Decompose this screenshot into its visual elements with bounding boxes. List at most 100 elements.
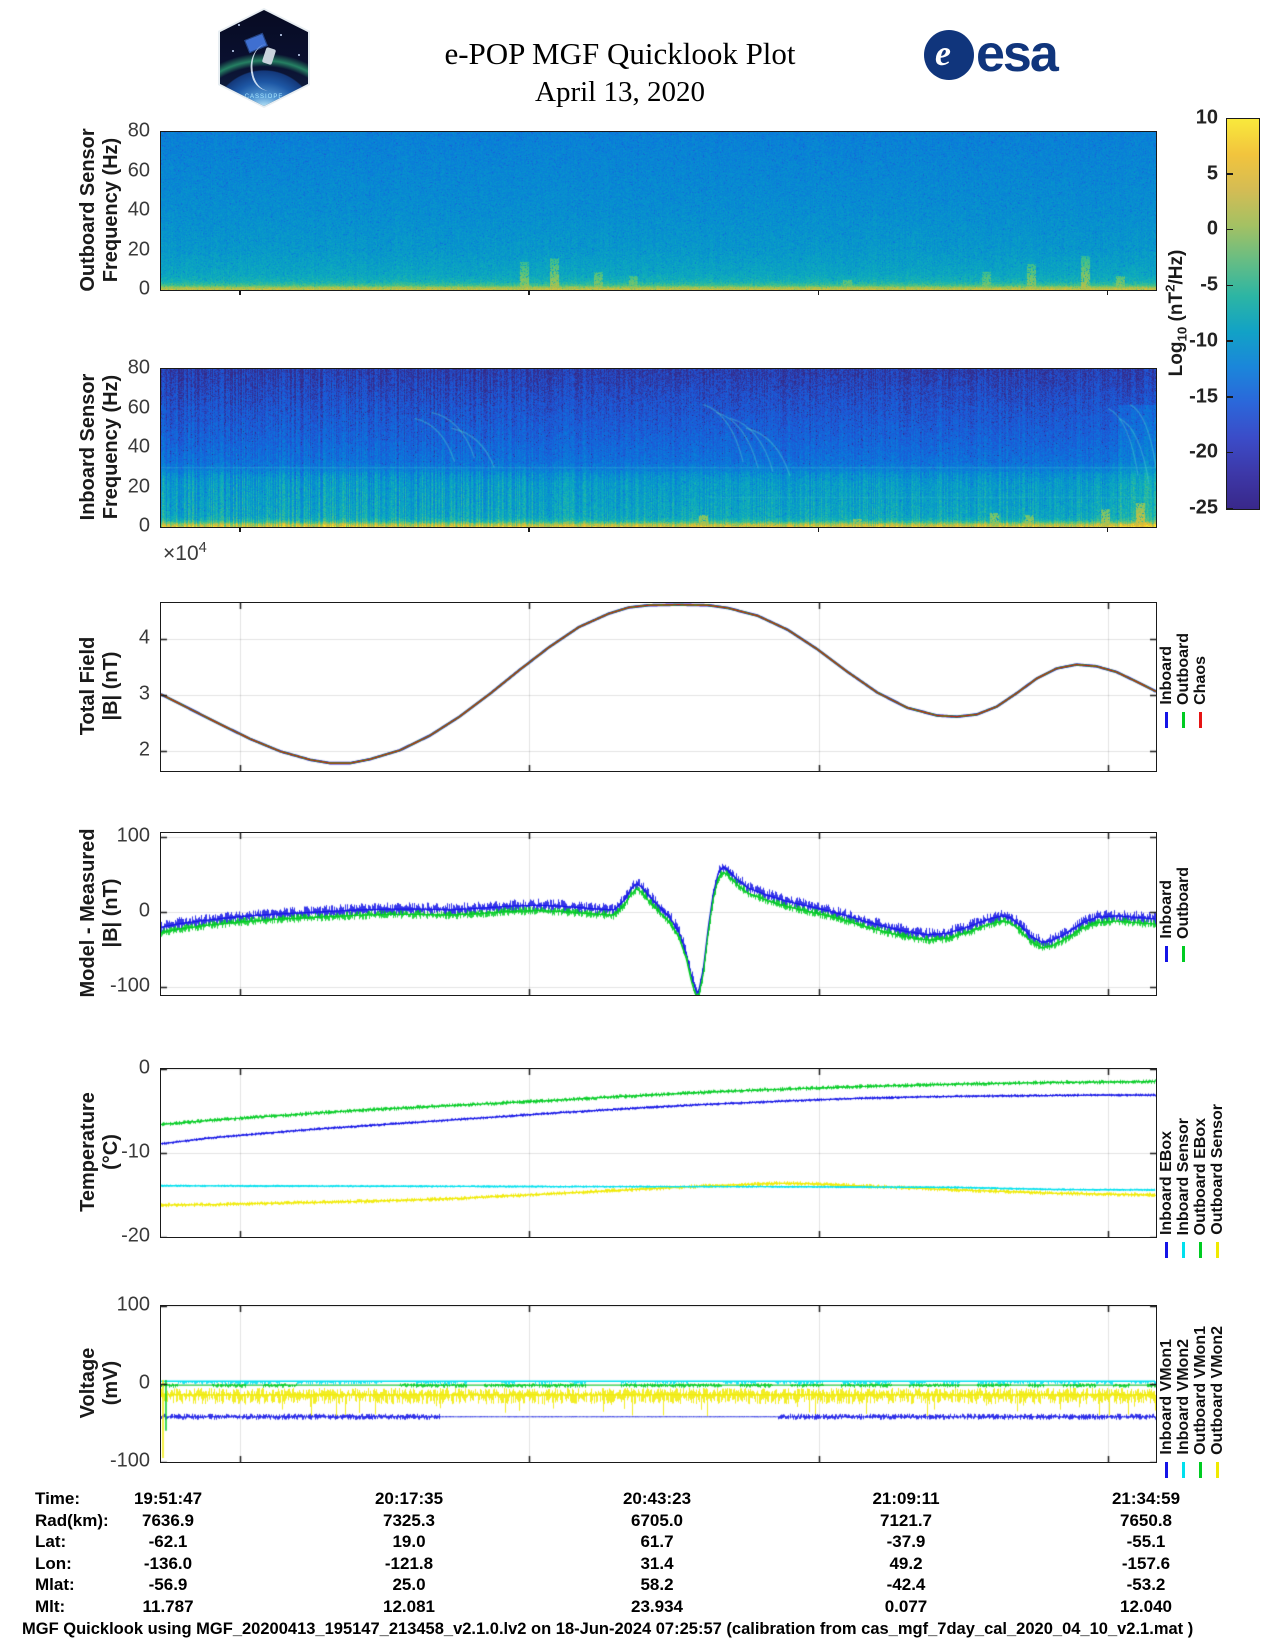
total-field-ytick: 4 xyxy=(138,626,150,649)
voltage-ytick: 0 xyxy=(138,1371,150,1394)
legend-label: Inboard Sensor xyxy=(1175,1117,1192,1235)
inboard-spectrogram-axis-label: Inboard Sensor Frequency (Hz) xyxy=(77,373,122,521)
legend-marker xyxy=(1199,712,1202,728)
colorbar-tick: -5 xyxy=(1200,273,1218,296)
voltage-ytick: 100 xyxy=(116,1293,150,1316)
model-minus-measured-ytick: 0 xyxy=(138,899,150,922)
x-tick-mark xyxy=(817,527,820,532)
x-tick-mark xyxy=(1106,527,1109,532)
table-cell: 19:51:47 xyxy=(133,1489,203,1508)
legend-marker xyxy=(1165,946,1168,962)
inboard-spectrogram-canvas xyxy=(161,369,1156,527)
voltage-ytick: -100 xyxy=(109,1449,150,1472)
colorbar-tick-mark xyxy=(1227,396,1233,398)
table-cell: 7650.8 xyxy=(1120,1510,1172,1530)
model-minus-measured-ytick: 100 xyxy=(116,824,150,847)
voltage-axis-label: Voltage (mV) xyxy=(77,1347,122,1419)
legend-marker xyxy=(1199,1462,1202,1478)
colorbar-tick-mark xyxy=(1227,451,1233,454)
legend-label: Outboard VMon2 xyxy=(1209,1326,1226,1455)
legend-marker xyxy=(1182,1242,1185,1258)
colorbar-tick-mark xyxy=(1227,340,1233,342)
outboard-spectrogram-ytick: 40 xyxy=(127,198,150,221)
inboard-spectrogram-ytick: 0 xyxy=(138,514,150,537)
table-cell: 25.0 xyxy=(392,1575,426,1595)
legend-label: Outboard Sensor xyxy=(1209,1104,1226,1235)
legend-label: Outboard xyxy=(1175,633,1192,705)
table-cell: 6705.0 xyxy=(631,1510,683,1530)
footer-note: MGF Quicklook using MGF_20200413_195147_… xyxy=(22,1620,1194,1638)
outboard-spectrogram-ytick: 0 xyxy=(138,277,150,300)
legend-label: Chaos xyxy=(1192,656,1209,705)
table-cell: 20:17:35 xyxy=(374,1489,444,1508)
table-cell: 23.934 xyxy=(631,1597,683,1616)
patch-art: CASSIOPE xyxy=(220,10,308,106)
table-row-label: Time: xyxy=(35,1489,81,1508)
esa-logo: e esa xyxy=(924,25,1084,84)
colorbar xyxy=(1226,118,1260,510)
table-cell: 20:43:23 xyxy=(622,1489,692,1508)
table-cell: 12.081 xyxy=(383,1597,435,1616)
temperature-legend: Inboard EBox Inboard Sensor Outboard EBox O… xyxy=(1158,1104,1226,1258)
table-row-label: Mlat: xyxy=(35,1575,75,1595)
model-minus-measured-canvas xyxy=(161,833,1156,995)
table-cell: -37.9 xyxy=(886,1532,926,1552)
legend-label: Inboard xyxy=(1158,646,1175,705)
total-field-ytick: 2 xyxy=(138,738,150,761)
table-cell: -62.1 xyxy=(148,1532,188,1552)
legend-marker xyxy=(1165,1242,1168,1258)
colorbar-tick: 10 xyxy=(1195,106,1218,129)
x-tick-mark xyxy=(528,290,530,295)
outboard-spectrogram-ytick: 20 xyxy=(127,238,150,260)
table-cell: 11.787 xyxy=(142,1597,194,1616)
voltage-legend: Inboard VMon1 Inboard VMon2 Outboard VMon1… xyxy=(1158,1326,1226,1478)
page-date: April 13, 2020 xyxy=(535,76,705,108)
esa-globe-icon: e xyxy=(924,30,974,80)
x-tick-mark xyxy=(239,290,241,295)
page-title: e-POP MGF Quicklook Plot xyxy=(444,36,796,71)
patch-label: CASSIOPE xyxy=(244,94,284,100)
table-cell: 12.040 xyxy=(1120,1597,1172,1616)
table-row-label: Lat: xyxy=(35,1532,67,1552)
table-cell: 0.077 xyxy=(884,1597,928,1616)
colorbar-tick: 5 xyxy=(1206,162,1218,185)
colorbar-axis-label: Log10 (nT2/Hz) xyxy=(1162,249,1190,377)
table-cell: 19.0 xyxy=(392,1532,426,1552)
outboard-spectrogram-ytick: 60 xyxy=(127,159,150,181)
legend-marker xyxy=(1182,712,1185,728)
legend-label: Inboard EBox xyxy=(1158,1130,1175,1235)
panel-temperature xyxy=(160,1068,1157,1238)
inboard-spectrogram-ytick: 20 xyxy=(127,475,150,497)
colorbar-tick-mark xyxy=(1227,117,1233,119)
panel-inboard-spectrogram xyxy=(160,368,1157,528)
table-row-label: Mlt: xyxy=(35,1597,66,1616)
legend-marker xyxy=(1216,1462,1219,1478)
panel-model-minus-measured xyxy=(160,832,1157,996)
legend-label: Inboard xyxy=(1158,880,1175,939)
outboard-spectrogram-axis-label: Outboard Sensor Frequency (Hz) xyxy=(77,128,122,292)
colorbar-tick-mark xyxy=(1227,173,1233,175)
legend-label: Outboard EBox xyxy=(1192,1117,1209,1235)
table-cell: -157.6 xyxy=(1121,1553,1171,1573)
inboard-spectrogram-ytick: 40 xyxy=(127,435,150,458)
panel-voltage xyxy=(160,1305,1157,1463)
temperature-ytick: -10 xyxy=(121,1140,150,1163)
total-field-legend: Inboard Outboard Chaos xyxy=(1158,633,1209,728)
total-field-axis-label: Total Field |B| (nT) xyxy=(77,636,122,736)
colorbar-tick-mark xyxy=(1227,228,1233,231)
x-tick-mark xyxy=(528,527,530,532)
total-field-ytick: 3 xyxy=(138,682,150,705)
legend-label: Outboard VMon1 xyxy=(1192,1326,1209,1455)
table-cell: -55.1 xyxy=(1126,1532,1166,1552)
temperature-ytick: 0 xyxy=(138,1056,150,1079)
cassiope-mission-patch: CASSIOPE xyxy=(218,8,310,108)
model-minus-measured-axis-label: Model - Measured |B| (nT) xyxy=(77,828,122,998)
colorbar-tick-mark xyxy=(1227,507,1233,509)
esa-wordmark: esa xyxy=(976,25,1059,83)
table-cell: -136.0 xyxy=(143,1553,193,1573)
table-cell: -56.9 xyxy=(148,1575,188,1595)
colorbar-tick-mark xyxy=(1227,284,1233,287)
legend-label: Outboard xyxy=(1175,867,1192,939)
colorbar-tick: -10 xyxy=(1189,329,1218,352)
